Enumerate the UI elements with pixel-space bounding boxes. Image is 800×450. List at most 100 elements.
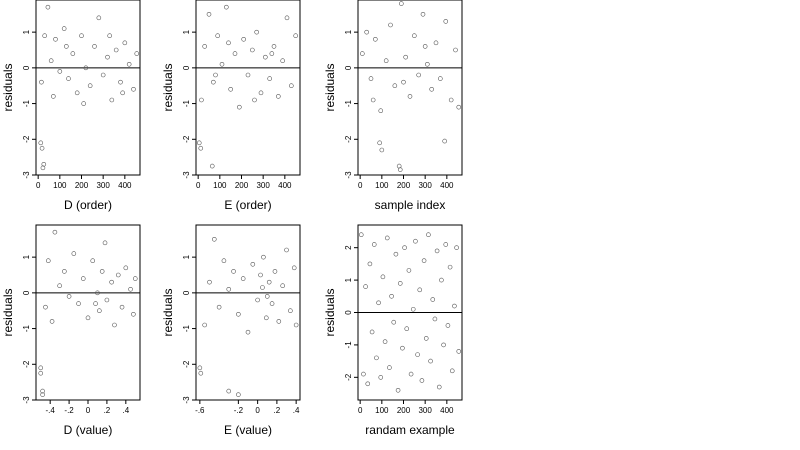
data-point <box>131 86 136 92</box>
data-point <box>395 387 401 393</box>
data-point <box>96 15 102 21</box>
data-point <box>266 279 272 285</box>
x-tick-label: 400 <box>440 406 454 415</box>
data-point <box>49 319 55 324</box>
data-point <box>360 51 365 56</box>
data-point <box>224 4 229 10</box>
y-tick-label: -1 <box>182 324 191 332</box>
data-point <box>62 269 67 274</box>
data-point <box>420 11 426 17</box>
data-point <box>377 140 382 146</box>
data-point <box>85 315 91 321</box>
data-point <box>45 258 51 264</box>
x-tick-label: .4 <box>122 406 129 415</box>
panel-randam_example: 0 100 200 300 400 -2 -1 0 1 2 randam example residu… <box>323 224 463 437</box>
data-point <box>401 79 406 85</box>
y-tick-label: 1 <box>182 29 191 34</box>
data-point <box>272 269 278 274</box>
data-point <box>250 47 255 53</box>
y-tick-label: -3 <box>182 396 191 404</box>
data-point <box>228 86 233 92</box>
data-point <box>365 381 371 387</box>
data-point <box>436 384 442 390</box>
data-point <box>52 229 58 235</box>
data-point <box>226 40 231 46</box>
data-point <box>391 319 397 325</box>
data-point <box>378 375 384 380</box>
data-point <box>39 145 45 151</box>
x-tick-label: 100 <box>375 181 389 190</box>
data-point <box>399 1 404 6</box>
data-point <box>211 236 217 242</box>
y-tick-label: 1 <box>182 254 191 259</box>
y-tick-label: 0 <box>182 290 191 295</box>
plot-frame <box>357 0 463 176</box>
data-point <box>43 304 48 310</box>
data-point <box>199 97 204 103</box>
data-point <box>42 33 47 39</box>
data-point <box>126 61 132 67</box>
data-point <box>231 269 236 274</box>
data-point <box>376 300 381 306</box>
data-point <box>407 94 413 99</box>
x-tick-label: 0 <box>255 406 260 415</box>
data-point <box>213 72 218 78</box>
data-point <box>456 349 462 354</box>
data-point <box>260 285 265 290</box>
y-tick-label: -2 <box>344 135 353 143</box>
data-point <box>280 283 285 289</box>
y-tick-label: 0 <box>344 65 353 70</box>
data-point <box>439 277 444 283</box>
y-axis-label: residuals <box>323 288 337 336</box>
data-point <box>412 33 417 39</box>
data-point <box>79 33 84 39</box>
data-point <box>363 284 368 289</box>
data-point <box>198 145 204 151</box>
x-tick-label: 300 <box>96 181 110 190</box>
data-point <box>64 44 69 49</box>
data-point <box>387 365 392 370</box>
data-point <box>51 94 56 99</box>
data-point <box>271 44 277 49</box>
data-point <box>226 286 232 292</box>
data-point <box>392 83 398 89</box>
x-axis-label: D (value) <box>64 423 113 437</box>
plot-frame <box>35 224 141 401</box>
data-point <box>202 44 207 49</box>
data-point <box>258 272 263 278</box>
data-point <box>66 76 71 81</box>
data-point <box>264 294 270 299</box>
data-point <box>241 36 246 42</box>
data-point <box>425 61 430 67</box>
data-point <box>211 79 216 85</box>
data-point <box>382 339 388 344</box>
data-point <box>421 258 427 263</box>
data-point <box>361 371 366 377</box>
data-point <box>371 242 377 247</box>
data-point <box>198 370 204 376</box>
data-point <box>454 245 459 250</box>
data-point <box>254 29 259 35</box>
data-point <box>134 51 140 56</box>
x-axis-label: D (order) <box>64 198 112 212</box>
plot-frame <box>195 0 301 176</box>
x-tick-label: 400 <box>440 181 454 190</box>
data-point <box>452 303 457 309</box>
data-point <box>104 297 110 303</box>
data-point <box>417 287 423 293</box>
data-point <box>70 51 76 56</box>
data-point <box>426 232 431 238</box>
data-point <box>367 261 373 267</box>
data-point <box>397 281 403 286</box>
data-point <box>293 322 299 328</box>
plot-frame <box>195 224 301 401</box>
data-point <box>109 279 114 285</box>
y-axis-label: residuals <box>1 63 15 111</box>
data-point <box>76 301 81 306</box>
data-point <box>423 336 429 341</box>
data-point <box>370 97 376 103</box>
data-point <box>448 97 454 103</box>
data-point <box>83 65 89 71</box>
y-axis-label: residuals <box>161 288 175 336</box>
data-point <box>57 283 62 289</box>
